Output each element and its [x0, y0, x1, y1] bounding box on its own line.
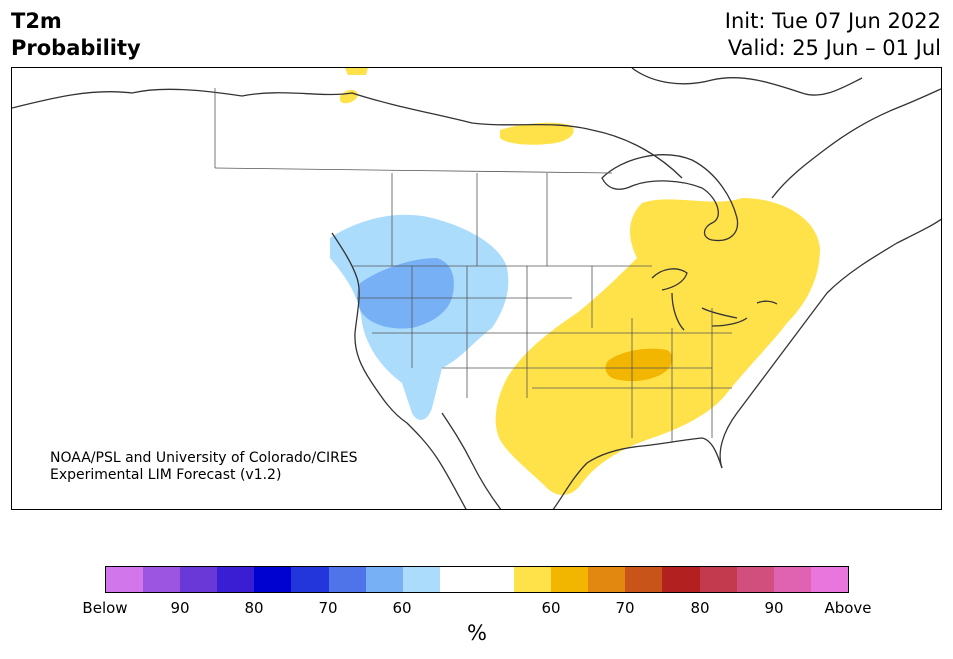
- colorbar-swatch: [625, 567, 663, 592]
- colorbar-swatch: [736, 567, 774, 592]
- colorbar-tick-label: 70: [318, 599, 338, 617]
- title-line-2: Probability: [11, 36, 141, 60]
- credit-text: NOAA/PSL and University of Colorado/CIRE…: [50, 450, 358, 484]
- colorbar-swatch: [328, 567, 366, 592]
- valid-dates: Valid: 25 Jun – 01 Jul: [727, 36, 941, 60]
- gulf-coast-line: [552, 437, 723, 509]
- title-line-1: T2m: [11, 9, 62, 33]
- colorbar-tick-label: 90: [764, 599, 784, 617]
- north-coast-line: [12, 88, 683, 179]
- credit-line-1: NOAA/PSL and University of Colorado/CIRE…: [50, 450, 358, 466]
- colorbar-swatch: [217, 567, 255, 592]
- colorbar-tick-label: Above: [824, 599, 872, 617]
- colorbar-swatch: [514, 567, 552, 592]
- north-warm-60-blob: [500, 122, 574, 145]
- colorbar-swatch: [773, 567, 811, 592]
- credit-line-2: Experimental LIM Forecast (v1.2): [50, 467, 282, 483]
- init-date: Init: Tue 07 Jun 2022: [724, 9, 941, 33]
- colorbar-tick-label: 60: [392, 599, 412, 617]
- political-borders: [214, 88, 732, 443]
- labrador-coast-line: [771, 88, 941, 199]
- colorbar-tick-label: 70: [615, 599, 635, 617]
- colorbar-swatch: [699, 567, 737, 592]
- colorbar-swatch: [439, 567, 477, 592]
- colorbar-swatch: [402, 567, 440, 592]
- colorbar: [105, 566, 849, 593]
- map-title: T2m Probability: [11, 8, 141, 62]
- colorbar-swatch: [588, 567, 626, 592]
- colorbar-swatch: [291, 567, 329, 592]
- coastlines: [12, 68, 941, 509]
- gulf-baja-line: [441, 412, 502, 509]
- colorbar-tick-label: 80: [690, 599, 710, 617]
- province-border-5: [214, 167, 613, 174]
- west-coast-line: [331, 232, 467, 509]
- colorbar-swatch: [810, 567, 848, 592]
- colorbar-tick-label: Below: [82, 599, 128, 617]
- arctic-warm-60-blob: [340, 89, 358, 104]
- colorbar-swatch: [106, 567, 144, 592]
- colorbar-unit-label: %: [467, 621, 487, 645]
- northwest-cold-medium-region: [357, 258, 454, 329]
- midwest-warm-70-region: [605, 348, 673, 382]
- date-info: Init: Tue 07 Jun 2022 Valid: 25 Jun – 01…: [725, 8, 941, 62]
- east-coast-line: [719, 218, 941, 469]
- east-warm-60-region: [495, 198, 820, 495]
- colorbar-tick-label: 60: [541, 599, 561, 617]
- colorbar-swatch: [143, 567, 181, 592]
- colorbar-tick-label: 80: [244, 599, 264, 617]
- colorbar-tick-label: 90: [170, 599, 190, 617]
- colorbar-swatch: [365, 567, 403, 592]
- arctic-islands: [631, 68, 863, 96]
- hudson-bay-outline: [601, 154, 739, 242]
- colorbar-swatch: [254, 567, 292, 592]
- colorbar-swatch: [551, 567, 589, 592]
- arctic-warm-60-top: [345, 68, 368, 75]
- colorbar-swatch: [662, 567, 700, 592]
- colorbar-swatch: [180, 567, 218, 592]
- great-lakes: [651, 268, 778, 331]
- forecast-map: NOAA/PSL and University of Colorado/CIRE…: [11, 67, 942, 510]
- colorbar-swatch: [476, 567, 515, 592]
- map-canvas: [12, 68, 941, 509]
